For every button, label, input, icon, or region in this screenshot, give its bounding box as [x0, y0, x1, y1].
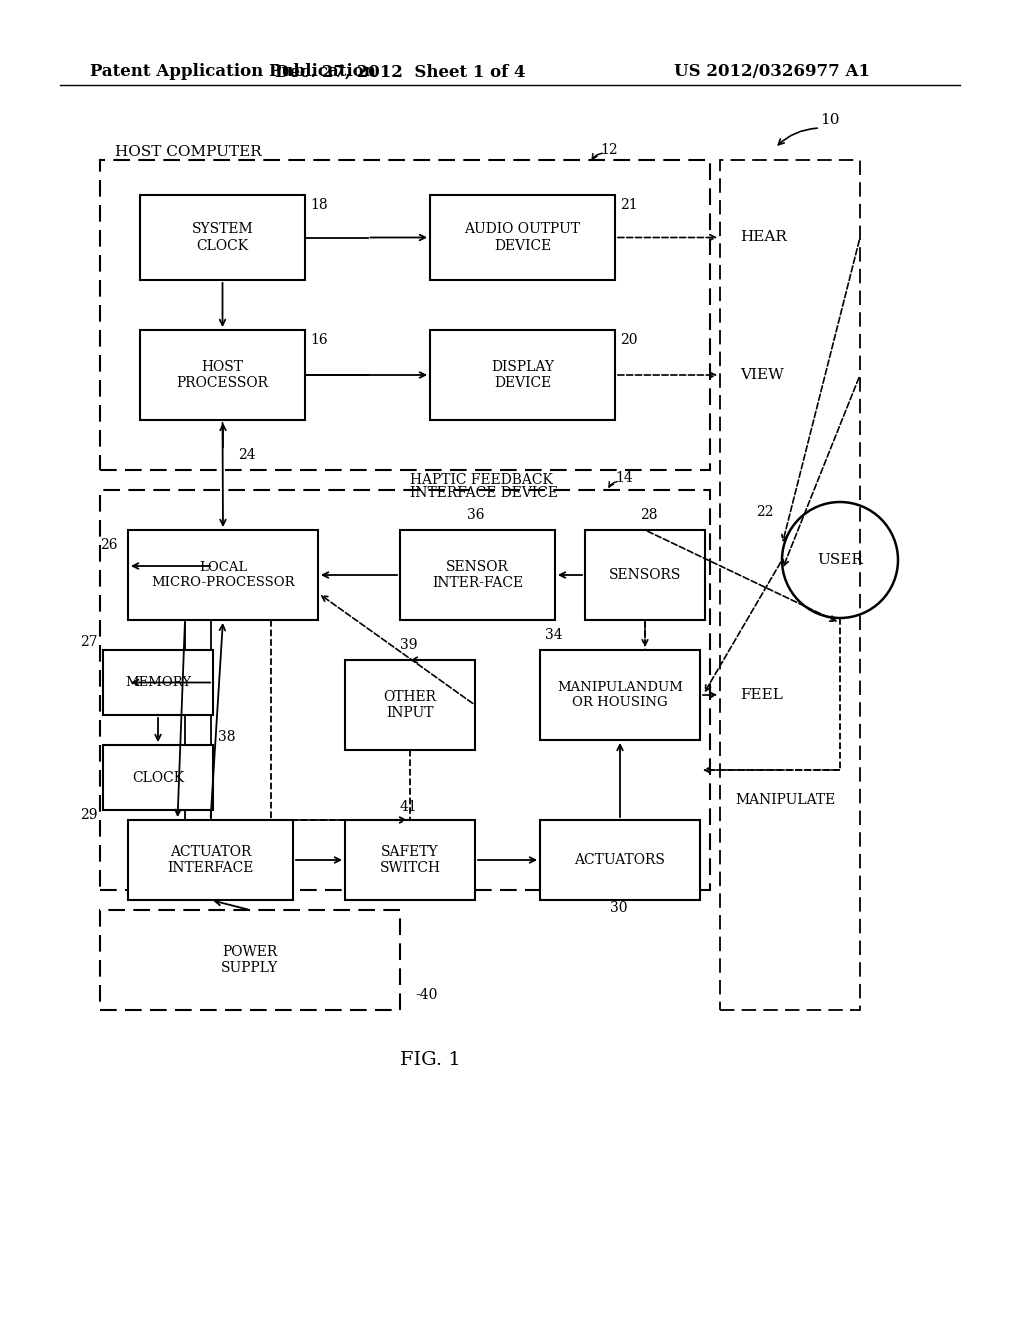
Bar: [128, 820, 293, 900]
Text: 34: 34: [545, 628, 562, 642]
Text: Patent Application Publication: Patent Application Publication: [90, 63, 376, 81]
Bar: [345, 660, 475, 750]
Text: DISPLAY
DEVICE: DISPLAY DEVICE: [490, 360, 554, 391]
Text: VIEW: VIEW: [740, 368, 783, 381]
Text: 16: 16: [310, 333, 328, 347]
Text: USER: USER: [817, 553, 863, 568]
Text: AUDIO OUTPUT
DEVICE: AUDIO OUTPUT DEVICE: [465, 222, 581, 252]
Text: -40: -40: [415, 987, 437, 1002]
Text: SYSTEM
CLOCK: SYSTEM CLOCK: [191, 222, 253, 252]
Text: 41: 41: [400, 800, 418, 814]
Bar: [103, 649, 213, 715]
Bar: [100, 490, 710, 890]
Text: HOST
PROCESSOR: HOST PROCESSOR: [176, 360, 268, 391]
Text: OTHER
INPUT: OTHER INPUT: [384, 690, 436, 721]
Bar: [140, 195, 305, 280]
Text: 27: 27: [80, 635, 98, 649]
Text: 22: 22: [757, 506, 774, 519]
Text: HEAR: HEAR: [740, 230, 786, 244]
Text: 38: 38: [218, 730, 236, 744]
Text: 18: 18: [310, 198, 328, 213]
Text: 39: 39: [400, 638, 418, 652]
Bar: [140, 330, 305, 420]
Bar: [100, 909, 400, 1010]
Text: 14: 14: [615, 471, 633, 484]
Bar: [430, 195, 615, 280]
Bar: [345, 820, 475, 900]
Text: 29: 29: [81, 808, 98, 822]
Text: FEEL: FEEL: [740, 688, 783, 702]
Bar: [585, 531, 705, 620]
Text: POWER
SUPPLY: POWER SUPPLY: [221, 945, 279, 975]
Bar: [400, 531, 555, 620]
Text: SENSOR
INTER-FACE: SENSOR INTER-FACE: [432, 560, 523, 590]
Text: 36: 36: [468, 508, 485, 521]
Bar: [128, 531, 318, 620]
Text: MEMORY: MEMORY: [125, 676, 191, 689]
Text: LOCAL
MICRO-PROCESSOR: LOCAL MICRO-PROCESSOR: [152, 561, 295, 589]
Text: FIG. 1: FIG. 1: [399, 1051, 461, 1069]
Text: 26: 26: [100, 539, 118, 552]
Text: Dec. 27, 2012  Sheet 1 of 4: Dec. 27, 2012 Sheet 1 of 4: [274, 63, 525, 81]
Text: 12: 12: [600, 143, 617, 157]
Text: HAPTIC FEEDBACK: HAPTIC FEEDBACK: [410, 473, 553, 487]
Text: 30: 30: [610, 902, 628, 915]
Bar: [540, 649, 700, 741]
Text: 21: 21: [620, 198, 638, 213]
Bar: [720, 160, 860, 1010]
Text: ACTUATOR
INTERFACE: ACTUATOR INTERFACE: [167, 845, 254, 875]
Bar: [103, 744, 213, 810]
Text: 24: 24: [238, 447, 256, 462]
Bar: [100, 160, 710, 470]
Text: HOST COMPUTER: HOST COMPUTER: [115, 145, 262, 158]
Text: MANIPULATE: MANIPULATE: [735, 793, 836, 807]
Text: SAFETY
SWITCH: SAFETY SWITCH: [380, 845, 440, 875]
Text: ACTUATORS: ACTUATORS: [574, 853, 666, 867]
Text: MANIPULANDUM
OR HOUSING: MANIPULANDUM OR HOUSING: [557, 681, 683, 709]
Text: 10: 10: [820, 114, 840, 127]
Text: 28: 28: [640, 508, 657, 521]
Bar: [540, 820, 700, 900]
Text: US 2012/0326977 A1: US 2012/0326977 A1: [674, 63, 870, 81]
Text: CLOCK: CLOCK: [132, 771, 184, 784]
Text: 20: 20: [620, 333, 638, 347]
Text: INTERFACE DEVICE: INTERFACE DEVICE: [410, 486, 558, 500]
Text: SENSORS: SENSORS: [609, 568, 681, 582]
Bar: [430, 330, 615, 420]
